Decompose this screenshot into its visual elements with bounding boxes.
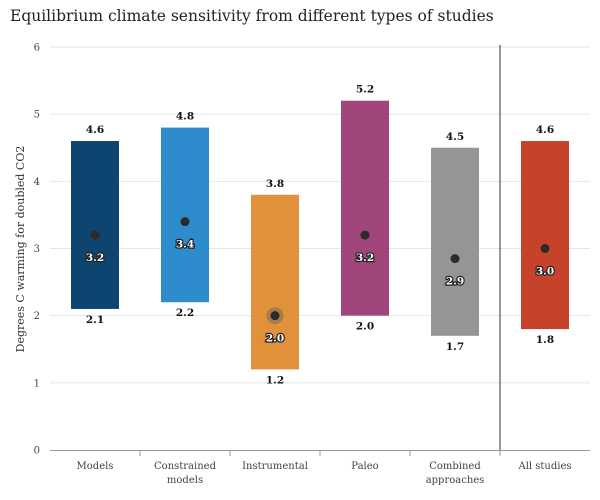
category-label: Constrained <box>154 461 217 472</box>
central-value-label: 3.4 <box>176 239 194 251</box>
central-value-label: 3.2 <box>356 252 374 264</box>
high-value-label: 4.5 <box>446 131 464 143</box>
y-tick-label: 0 <box>34 446 40 457</box>
central-dot <box>540 244 550 253</box>
y-tick-label: 4 <box>34 177 40 188</box>
y-tick-label: 3 <box>34 244 40 255</box>
central-value-label: 3.0 <box>536 266 554 278</box>
low-value-label: 2.0 <box>356 321 374 333</box>
central-value-label: 3.2 <box>86 252 104 264</box>
range-bar <box>431 147 479 336</box>
range-bar <box>521 141 569 330</box>
low-value-label: 2.2 <box>176 307 194 319</box>
category-label: Combined <box>429 461 481 472</box>
high-value-label: 4.6 <box>536 124 554 136</box>
category-label: Models <box>77 461 114 472</box>
y-tick-label: 1 <box>34 378 40 389</box>
central-value-label: 2.9 <box>446 276 464 288</box>
y-tick-label: 5 <box>34 110 40 121</box>
low-value-label: 1.7 <box>446 341 464 353</box>
category-label: approaches <box>426 475 485 486</box>
range-bar <box>161 127 209 303</box>
central-dot <box>270 311 280 321</box>
high-value-label: 3.8 <box>266 178 284 190</box>
central-value-label: 2.0 <box>266 333 284 345</box>
low-value-label: 1.2 <box>266 374 284 386</box>
y-axis-label: Degrees C warming for doubled CO2 <box>14 146 27 353</box>
low-value-label: 1.8 <box>536 334 554 346</box>
category-label: models <box>167 475 203 486</box>
high-value-label: 4.6 <box>86 124 104 136</box>
low-value-label: 2.1 <box>86 314 104 326</box>
high-value-label: 5.2 <box>356 84 374 96</box>
range-bar <box>341 100 389 316</box>
chart-title: Equilibrium climate sensitivity from dif… <box>10 7 494 25</box>
range-bar <box>251 194 299 370</box>
central-dot <box>90 230 100 240</box>
central-dot <box>180 217 190 227</box>
central-dot <box>360 230 370 240</box>
high-value-label: 4.8 <box>176 111 194 123</box>
category-label: All studies <box>517 461 571 472</box>
range-bar <box>71 141 119 309</box>
category-label: Instrumental <box>242 461 308 472</box>
y-tick-label: 2 <box>34 311 40 322</box>
y-tick-label: 6 <box>34 43 40 54</box>
central-dot <box>450 254 460 264</box>
category-label: Paleo <box>351 461 378 472</box>
